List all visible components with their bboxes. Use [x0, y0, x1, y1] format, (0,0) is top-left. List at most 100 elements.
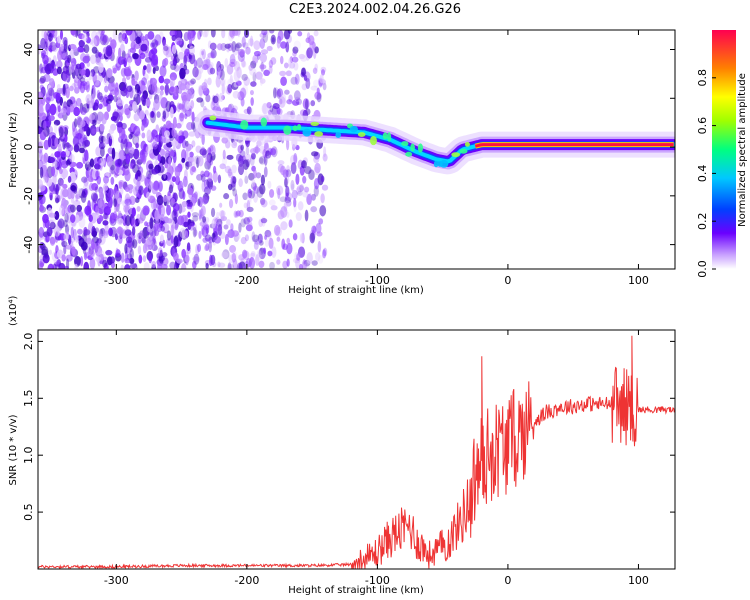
noise-speck	[139, 52, 146, 60]
noise-speck	[84, 205, 92, 216]
noise-speck	[74, 142, 82, 152]
noise-speck	[93, 157, 101, 166]
noise-speck	[251, 231, 256, 243]
noise-speck	[205, 94, 211, 103]
noise-speck	[241, 36, 246, 48]
noise-speck	[227, 262, 232, 269]
noise-speck	[99, 165, 103, 171]
noise-speck	[279, 92, 287, 104]
noise-speck	[163, 78, 171, 85]
noise-speck	[266, 101, 272, 109]
noise-speck	[259, 75, 263, 86]
noise-speck	[134, 197, 140, 204]
noise-speck	[207, 52, 215, 58]
noise-speck	[260, 217, 268, 224]
noise-speck	[316, 231, 323, 237]
noise-speck	[155, 87, 160, 94]
noise-speck	[296, 253, 301, 261]
noise-speck	[171, 34, 177, 42]
noise-speck	[152, 66, 156, 75]
noise-speck	[170, 55, 175, 61]
noise-speck	[225, 140, 231, 149]
noise-speck	[173, 262, 178, 269]
noise-speck	[242, 83, 248, 96]
noise-speck	[41, 129, 48, 138]
noise-speck	[204, 244, 209, 252]
noise-speck	[229, 74, 233, 85]
noise-speck	[238, 178, 243, 188]
noise-speck	[277, 30, 284, 41]
noise-speck	[266, 45, 273, 52]
noise-speck	[259, 64, 267, 70]
noise-speck	[310, 206, 318, 213]
noise-speck	[54, 210, 60, 220]
noise-speck	[161, 252, 168, 258]
noise-speck	[76, 97, 82, 107]
noise-speck	[286, 258, 290, 267]
noise-speck	[317, 255, 324, 264]
noise-speck	[186, 122, 194, 131]
noise-speck	[314, 162, 321, 174]
noise-speck	[296, 190, 303, 196]
colorbar: 0.0 0.2 0.4 0.6 0.8 Normalized spectral ampl…	[696, 30, 748, 278]
noise-speck	[48, 89, 56, 102]
noise-speck	[140, 43, 148, 52]
noise-speck	[246, 106, 252, 115]
noise-speck	[100, 30, 105, 42]
noise-speck	[62, 83, 66, 95]
noise-speck	[69, 85, 74, 92]
noise-speck	[250, 250, 256, 257]
noise-speck	[49, 236, 57, 245]
noise-speck	[131, 226, 136, 236]
noise-speck	[192, 260, 197, 269]
noise-speck	[142, 117, 149, 127]
noise-speck	[185, 142, 192, 152]
noise-speck	[146, 63, 151, 73]
noise-speck	[296, 187, 302, 195]
noise-speck	[300, 160, 307, 169]
noise-speck	[54, 137, 59, 148]
noise-speck	[259, 53, 268, 63]
snr-panel: -300 -200 -100 0 100 0.5 1.0 1.5 2.0 Height of …	[8, 295, 676, 596]
noise-speck	[103, 135, 108, 147]
noise-speck	[58, 262, 66, 269]
noise-speck	[113, 95, 118, 103]
noise-speck	[283, 30, 291, 40]
noise-speck	[40, 37, 46, 50]
noise-speck	[83, 261, 90, 269]
noise-speck	[102, 220, 109, 226]
noise-speck	[165, 100, 172, 113]
noise-speck	[84, 68, 91, 78]
snr-xtick-label: 0	[504, 574, 511, 587]
noise-speck	[242, 265, 247, 269]
noise-speck	[111, 213, 118, 220]
noise-speck	[306, 47, 313, 59]
noise-speck	[255, 145, 259, 155]
noise-speck	[136, 206, 141, 212]
signal-blob	[357, 132, 366, 137]
noise-speck	[144, 221, 148, 227]
noise-speck	[303, 263, 307, 269]
noise-speck	[190, 121, 196, 130]
noise-speck	[290, 76, 298, 85]
noise-speck	[173, 85, 179, 97]
spectrogram-frame	[37, 29, 676, 270]
spectrogram-ylabel: Frequency (Hz)	[8, 112, 19, 188]
colorbar-gradient	[712, 30, 736, 269]
noise-speck	[82, 30, 90, 34]
noise-speck	[231, 252, 237, 263]
noise-speck	[246, 216, 253, 223]
noise-speck	[137, 217, 144, 224]
noise-speck	[177, 180, 184, 192]
noise-speck	[285, 169, 292, 178]
noise-speck	[188, 37, 193, 49]
noise-speck	[135, 36, 141, 45]
noise-speck	[223, 224, 229, 230]
noise-speck	[177, 51, 185, 60]
noise-speck	[322, 249, 327, 259]
noise-speck	[192, 66, 199, 78]
noise-speck	[49, 103, 57, 116]
noise-speck	[52, 68, 59, 76]
noise-speck	[320, 175, 325, 183]
